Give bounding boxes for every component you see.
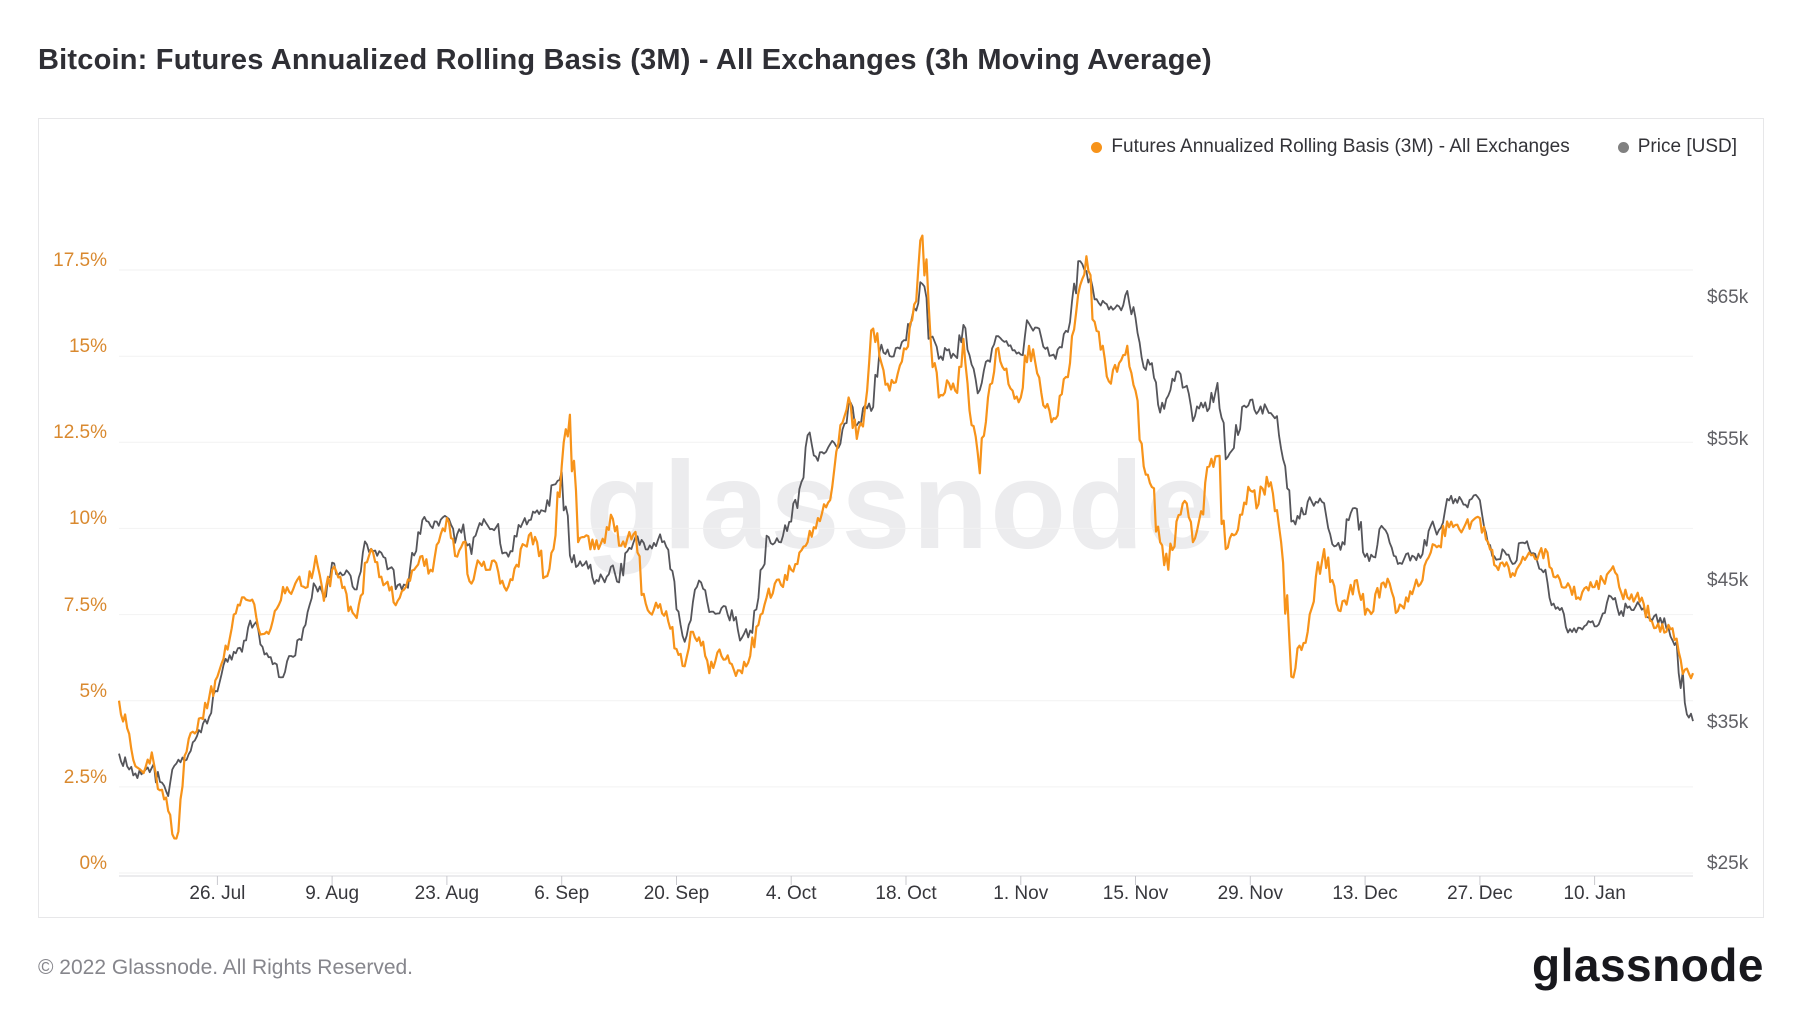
footer-copyright: © 2022 Glassnode. All Rights Reserved. xyxy=(38,956,414,979)
x-axis-label: 1. Nov xyxy=(993,883,1049,904)
x-axis-label: 18. Oct xyxy=(875,883,937,904)
glassnode-logo: glassnode xyxy=(1531,939,1764,991)
page-title: Bitcoin: Futures Annualized Rolling Basi… xyxy=(38,44,1212,76)
y-axis-label-left: 15% xyxy=(68,336,107,358)
y-axis-label-left: 2.5% xyxy=(63,766,107,788)
x-axis-label: 26. Jul xyxy=(189,883,246,904)
x-axis-label: 4. Oct xyxy=(765,883,817,904)
basis-series-dot-icon xyxy=(1091,141,1103,153)
y-axis-label-left: 5% xyxy=(79,680,107,702)
legend-item-price[interactable]: Price [USD] xyxy=(1617,136,1737,158)
y-axis-label-right: $45k xyxy=(1707,570,1749,591)
y-axis-label-right: $55k xyxy=(1707,428,1749,450)
x-axis-label: 29. Nov xyxy=(1217,883,1284,904)
y-axis-label-right: $35k xyxy=(1707,711,1749,733)
y-axis-label-left: 10% xyxy=(68,508,107,530)
x-axis-label: 23. Aug xyxy=(414,883,480,904)
x-axis-label: 10. Jan xyxy=(1563,883,1626,904)
legend-item-basis[interactable]: Futures Annualized Rolling Basis (3M) - … xyxy=(1091,136,1570,158)
price-series-dot-icon xyxy=(1617,141,1629,153)
y-axis-label-left: 7.5% xyxy=(63,594,107,616)
basis-line xyxy=(117,234,1695,840)
y-axis-label-left: 0% xyxy=(79,853,107,874)
chart-legend: Futures Annualized Rolling Basis (3M) - … xyxy=(1091,136,1737,158)
legend-label-basis: Futures Annualized Rolling Basis (3M) - … xyxy=(1111,136,1570,157)
x-axis-label: 15. Nov xyxy=(1102,883,1169,904)
chart-card: glassnode Futures Annualized Rolling Bas… xyxy=(38,118,1764,918)
x-axis-label: 9. Aug xyxy=(305,883,360,904)
legend-label-price: Price [USD] xyxy=(1637,136,1737,157)
chart-plot-area[interactable] xyxy=(39,119,1765,919)
x-axis-label: 6. Sep xyxy=(534,883,590,904)
y-axis-label-right: $65k xyxy=(1707,287,1749,308)
x-axis-label: 20. Sep xyxy=(643,883,710,904)
x-axis-label: 27. Dec xyxy=(1447,883,1513,904)
x-axis-label: 13. Dec xyxy=(1332,883,1398,904)
price-line xyxy=(118,260,1694,797)
y-axis-label-left: 12.5% xyxy=(53,422,107,444)
y-axis-label-left: 17.5% xyxy=(53,250,107,272)
y-axis-label-right: $25k xyxy=(1707,853,1749,874)
